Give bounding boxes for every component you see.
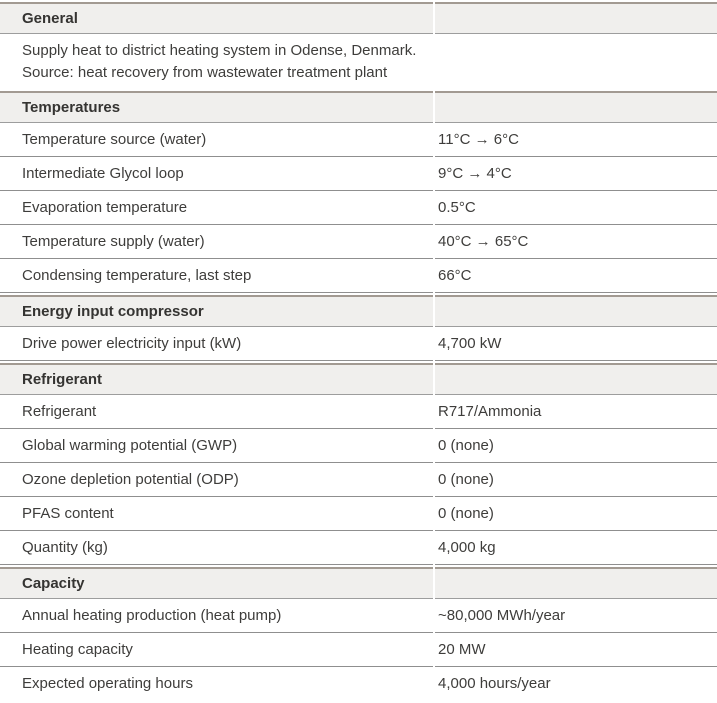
table-row: Heating capacity 20 MW	[0, 633, 717, 667]
description-line: Supply heat to district heating system i…	[22, 42, 417, 59]
section-header-spacer	[435, 363, 717, 395]
row-label: Condensing temperature, last step	[0, 259, 433, 293]
row-value: ~80,000 MWh/year	[435, 599, 717, 633]
section-title: Temperatures	[0, 91, 433, 123]
section-header-spacer	[435, 295, 717, 327]
row-label: Refrigerant	[0, 395, 433, 429]
row-value: 4,700 kW	[435, 327, 717, 361]
description-line: Source: heat recovery from wastewater tr…	[22, 64, 388, 81]
table-row: Ozone depletion potential (ODP) 0 (none)	[0, 463, 717, 497]
section-header-spacer	[435, 2, 717, 34]
table-row: Evaporation temperature 0.5°C	[0, 191, 717, 225]
row-value: 40°C → 65°C	[435, 225, 717, 259]
general-description: Supply heat to district heating system i…	[0, 34, 717, 91]
row-label: Heating capacity	[0, 633, 433, 667]
table-row: Quantity (kg) 4,000 kg	[0, 531, 717, 565]
row-value: 0 (none)	[435, 497, 717, 531]
table-row: Drive power electricity input (kW) 4,700…	[0, 327, 717, 361]
row-value: 20 MW	[435, 633, 717, 667]
row-value: 11°C → 6°C	[435, 123, 717, 157]
table-row: Temperature supply (water) 40°C → 65°C	[0, 225, 717, 259]
row-value: 4,000 hours/year	[438, 675, 551, 692]
section-header-spacer	[435, 567, 717, 599]
row-label: PFAS content	[0, 497, 433, 531]
table-row: Annual heating production (heat pump) ~8…	[0, 599, 717, 633]
row-value: R717/Ammonia	[435, 395, 717, 429]
table-row: Temperature source (water) 11°C → 6°C	[0, 123, 717, 157]
row-label: Temperature source (water)	[0, 123, 433, 157]
row-value: 0 (none)	[435, 429, 717, 463]
section-header-spacer	[435, 91, 717, 123]
section-title: Energy input compressor	[0, 295, 433, 327]
row-value: 4,000 kg	[435, 531, 717, 565]
section-header-temperatures: Temperatures	[0, 91, 717, 123]
table-row: PFAS content 0 (none)	[0, 497, 717, 531]
row-label: Intermediate Glycol loop	[0, 157, 433, 191]
row-label: Quantity (kg)	[0, 531, 433, 565]
section-header-capacity: Capacity	[0, 567, 717, 599]
section-header-refrigerant: Refrigerant	[0, 363, 717, 395]
row-label: Annual heating production (heat pump)	[0, 599, 433, 633]
row-label: Drive power electricity input (kW)	[0, 327, 433, 361]
section-title: General	[0, 2, 433, 34]
row-label: Evaporation temperature	[0, 191, 433, 225]
row-label: Temperature supply (water)	[0, 225, 433, 259]
row-value: 0 (none)	[435, 463, 717, 497]
row-value: 0.5°C	[435, 191, 717, 225]
row-label: Expected operating hours	[22, 675, 193, 692]
row-label: Global warming potential (GWP)	[0, 429, 433, 463]
section-title: Refrigerant	[0, 363, 433, 395]
section-header-energy-input-compressor: Energy input compressor	[0, 295, 717, 327]
table-row: Condensing temperature, last step 66°C	[0, 259, 717, 293]
row-label: Ozone depletion potential (ODP)	[0, 463, 433, 497]
table-row: Refrigerant R717/Ammonia	[0, 395, 717, 429]
row-value: 66°C	[435, 259, 717, 293]
table-row: Expected operating hours 4,000 hours/yea…	[0, 667, 717, 700]
section-title: Capacity	[0, 567, 433, 599]
table-row: Intermediate Glycol loop 9°C → 4°C	[0, 157, 717, 191]
row-value: 9°C → 4°C	[435, 157, 717, 191]
section-header-general: General	[0, 2, 717, 34]
table-row: Global warming potential (GWP) 0 (none)	[0, 429, 717, 463]
